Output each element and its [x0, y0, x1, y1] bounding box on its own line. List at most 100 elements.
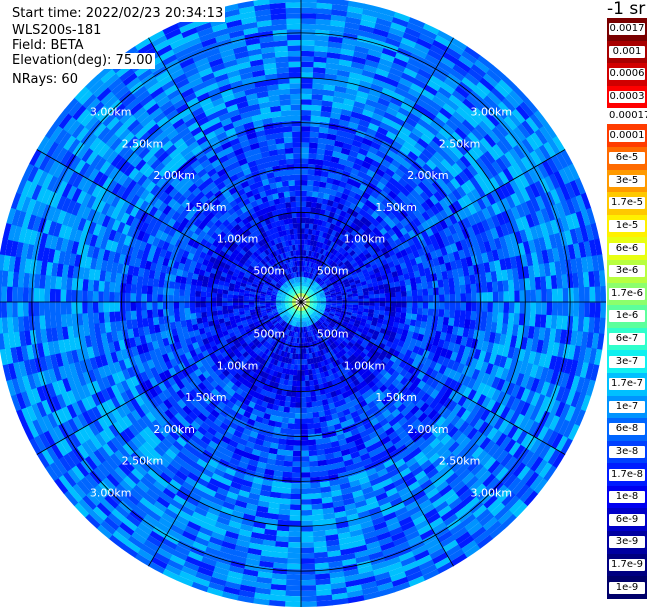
beta-gate-cell	[295, 306, 298, 310]
beta-gate-cell	[217, 310, 224, 316]
beta-gate-cell	[286, 262, 290, 269]
beta-gate-cell	[316, 224, 322, 231]
beta-gate-cell	[277, 248, 283, 255]
beta-gate-cell	[376, 322, 383, 329]
beta-gate-cell	[301, 158, 309, 165]
beta-gate-cell	[351, 344, 359, 352]
beta-gate-cell	[295, 300, 299, 302]
beta-gate-cell	[308, 272, 312, 279]
beta-gate-cell	[300, 307, 301, 311]
beta-gate-cell	[299, 296, 301, 300]
beta-gate-cell	[242, 351, 249, 358]
beta-gate-cell	[285, 444, 294, 451]
beta-gate-cell	[250, 285, 257, 290]
beta-gate-cell	[234, 284, 241, 289]
beta-gate-cell	[157, 301, 164, 310]
beta-gate-cell	[303, 348, 307, 354]
beta-gate-cell	[307, 174, 315, 181]
beta-gate-cell	[278, 309, 284, 314]
beta-gate-cell	[255, 287, 262, 292]
beta-gate-cell	[309, 298, 314, 300]
beta-gate-cell	[286, 294, 290, 297]
beta-gate-cell	[295, 290, 298, 295]
beta-gate-cell	[248, 275, 255, 281]
beta-gate-cell	[284, 302, 289, 304]
beta-gate-cell	[288, 330, 292, 337]
beta-gate-cell	[300, 343, 304, 349]
beta-gate-cell	[288, 303, 293, 305]
beta-gate-cell	[225, 324, 233, 331]
beta-gate-cell	[299, 296, 301, 300]
beta-gate-cell	[247, 278, 254, 284]
beta-gate-cell	[274, 314, 280, 319]
beta-gate-cell	[292, 299, 296, 301]
beta-gate-cell	[301, 310, 303, 315]
beta-gate-cell	[322, 255, 328, 262]
beta-gate-cell	[308, 311, 312, 315]
beta-gate-cell	[303, 302, 307, 304]
beta-gate-cell	[298, 296, 301, 300]
beta-gate-cell	[227, 305, 234, 310]
beta-gate-cell	[163, 315, 170, 324]
beta-gate-cell	[251, 365, 259, 373]
beta-gate-cell	[310, 251, 315, 257]
beta-gate-cell	[301, 296, 302, 300]
beta-gate-cell	[394, 281, 401, 288]
beta-gate-cell	[216, 293, 223, 298]
beta-gate-cell	[313, 329, 318, 335]
beta-gate-cell	[487, 291, 493, 303]
beta-gate-cell	[269, 332, 276, 339]
beta-gate-cell	[294, 179, 302, 186]
beta-gate-cell	[328, 314, 334, 319]
beta-gate-cell	[158, 316, 165, 325]
beta-gate-cell	[290, 493, 301, 500]
beta-gate-cell	[258, 261, 265, 268]
beta-gate-cell	[295, 295, 298, 298]
beta-gate-cell	[266, 289, 273, 293]
beta-gate-cell	[306, 316, 310, 321]
beta-gate-cell	[300, 466, 310, 473]
beta-gate-cell	[287, 280, 292, 286]
beta-gate-cell	[300, 504, 312, 511]
beta-gate-cell	[286, 307, 290, 310]
beta-gate-cell	[290, 320, 294, 326]
beta-gate-cell	[87, 301, 94, 314]
beta-gate-cell	[315, 356, 321, 363]
beta-gate-cell	[357, 310, 364, 316]
beta-gate-cell	[184, 289, 191, 297]
beta-gate-cell	[237, 335, 244, 343]
beta-gate-cell	[291, 307, 295, 311]
beta-gate-cell	[271, 308, 278, 312]
beta-gate-cell	[322, 329, 327, 336]
beta-gate-cell	[279, 271, 285, 278]
beta-gate-cell	[346, 247, 354, 254]
beta-gate-cell	[336, 307, 342, 311]
beta-gate-cell	[230, 344, 238, 352]
beta-gate-cell	[248, 356, 255, 364]
beta-gate-cell	[302, 304, 305, 307]
beta-gate-cell	[211, 306, 218, 312]
beta-gate-cell	[265, 298, 271, 301]
beta-gate-cell	[308, 319, 313, 325]
beta-gate-cell	[281, 277, 287, 283]
beta-gate-cell	[252, 268, 259, 274]
beta-gate-cell	[230, 322, 238, 329]
beta-gate-cell	[179, 288, 186, 296]
beta-gate-cell	[295, 396, 301, 403]
beta-gate-cell	[339, 334, 346, 341]
beta-gate-cell	[338, 316, 345, 322]
beta-gate-cell	[289, 285, 293, 289]
beta-gate-cell	[259, 301, 266, 305]
beta-gate-cell	[254, 306, 261, 310]
beta-gate-cell	[214, 323, 221, 330]
beta-gate-cell	[438, 294, 445, 303]
beta-gate-cell	[293, 434, 301, 441]
beta-gate-cell	[304, 305, 308, 309]
beta-gate-cell	[258, 318, 265, 324]
beta-gate-cell	[296, 206, 302, 213]
beta-gate-cell	[292, 298, 297, 301]
beta-gate-cell	[238, 288, 245, 294]
beta-gate-cell	[432, 315, 439, 324]
beta-gate-cell	[314, 310, 318, 314]
beta-gate-cell	[312, 312, 316, 316]
